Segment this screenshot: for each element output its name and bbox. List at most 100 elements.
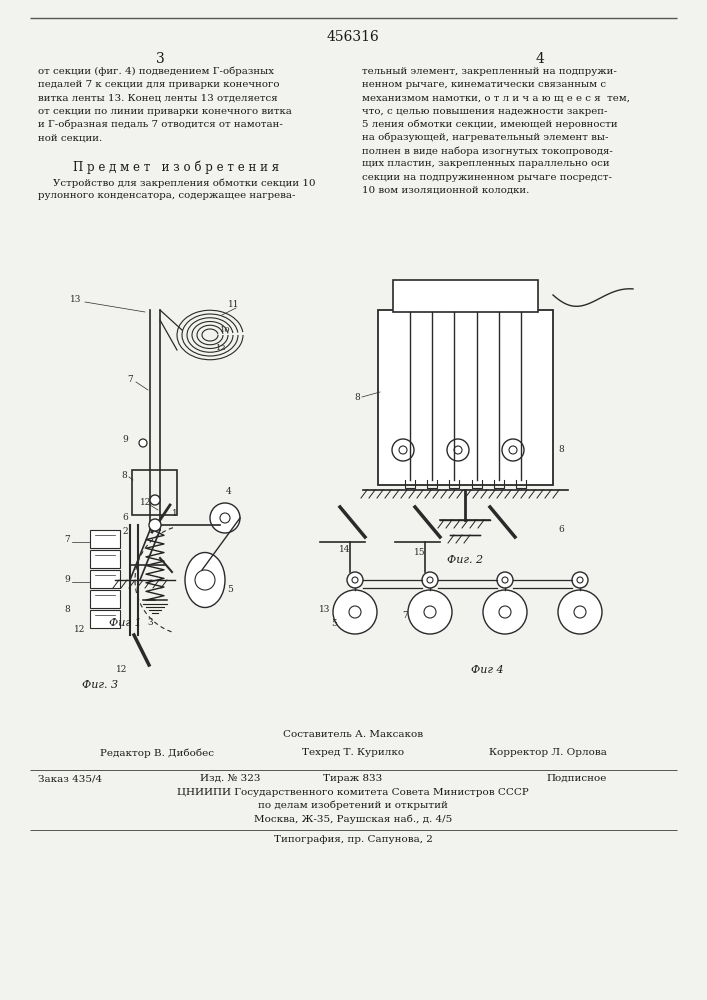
Circle shape bbox=[577, 577, 583, 583]
Text: и Г-образная педаль 7 отводится от намотан-: и Г-образная педаль 7 отводится от намот… bbox=[38, 120, 283, 129]
Circle shape bbox=[352, 577, 358, 583]
Circle shape bbox=[572, 572, 588, 588]
Text: 12: 12 bbox=[117, 665, 128, 674]
Text: 3: 3 bbox=[147, 618, 153, 627]
Circle shape bbox=[139, 439, 147, 447]
Text: Фиг. 2: Фиг. 2 bbox=[447, 555, 483, 565]
Circle shape bbox=[149, 519, 161, 531]
Text: 9: 9 bbox=[64, 576, 70, 584]
Text: щих пластин, закрепленных параллельно оси: щих пластин, закрепленных параллельно ос… bbox=[362, 159, 609, 168]
Text: педалей 7 к секции для приварки конечного: педалей 7 к секции для приварки конечног… bbox=[38, 80, 279, 89]
Text: Техред Т. Курилко: Техред Т. Курилко bbox=[302, 748, 404, 757]
Text: 9: 9 bbox=[122, 436, 128, 444]
Text: Составитель А. Максаков: Составитель А. Максаков bbox=[283, 730, 423, 739]
Text: 7: 7 bbox=[127, 375, 133, 384]
Circle shape bbox=[454, 446, 462, 454]
Text: Устройство для закрепления обмотки секции 10: Устройство для закрепления обмотки секци… bbox=[53, 178, 315, 188]
Text: 2: 2 bbox=[122, 528, 128, 536]
Circle shape bbox=[509, 446, 517, 454]
Text: полнен в виде набора изогнутых токопроводя-: полнен в виде набора изогнутых токопрово… bbox=[362, 146, 613, 156]
Text: 4: 4 bbox=[226, 487, 232, 496]
Text: 12: 12 bbox=[216, 344, 227, 352]
Text: 3: 3 bbox=[156, 52, 164, 66]
Circle shape bbox=[447, 439, 469, 461]
Circle shape bbox=[210, 503, 240, 533]
Text: 6: 6 bbox=[122, 514, 128, 522]
Circle shape bbox=[499, 606, 511, 618]
Circle shape bbox=[150, 495, 160, 505]
Text: Фиг. 3: Фиг. 3 bbox=[82, 680, 118, 690]
Circle shape bbox=[399, 446, 407, 454]
Text: 8: 8 bbox=[64, 605, 70, 614]
Circle shape bbox=[195, 570, 215, 590]
Circle shape bbox=[497, 572, 513, 588]
Text: витка ленты 13. Конец ленты 13 отделяется: витка ленты 13. Конец ленты 13 отделяетс… bbox=[38, 93, 278, 102]
Text: 10: 10 bbox=[220, 326, 230, 334]
Text: 13: 13 bbox=[319, 605, 330, 614]
Bar bbox=[132, 470, 177, 515]
Text: 8: 8 bbox=[121, 471, 127, 480]
Text: 8: 8 bbox=[354, 392, 360, 401]
Text: 12: 12 bbox=[140, 498, 151, 507]
Text: ненном рычаге, кинематически связанным с: ненном рычаге, кинематически связанным с bbox=[362, 80, 606, 89]
Bar bbox=[90, 570, 120, 588]
Text: 13: 13 bbox=[70, 295, 81, 304]
Circle shape bbox=[408, 590, 452, 634]
Text: Заказ 435/4: Заказ 435/4 bbox=[38, 774, 102, 783]
Text: тельный элемент, закрепленный на подпружи-: тельный элемент, закрепленный на подпруж… bbox=[362, 67, 617, 76]
Text: ЦНИИПИ Государственного комитета Совета Министров СССР: ЦНИИПИ Государственного комитета Совета … bbox=[177, 788, 529, 797]
Circle shape bbox=[349, 606, 361, 618]
Circle shape bbox=[574, 606, 586, 618]
Circle shape bbox=[347, 572, 363, 588]
Text: 10 вом изоляционной колодки.: 10 вом изоляционной колодки. bbox=[362, 186, 530, 195]
Text: 8: 8 bbox=[558, 446, 563, 454]
Text: на образующей, нагревательный элемент вы-: на образующей, нагревательный элемент вы… bbox=[362, 133, 609, 142]
Bar bbox=[393, 280, 538, 312]
Text: Тираж 833: Тираж 833 bbox=[323, 774, 382, 783]
Text: ной секции.: ной секции. bbox=[38, 133, 103, 142]
Text: 14: 14 bbox=[339, 545, 351, 554]
Text: секции на подпружиненном рычаге посредст-: секции на подпружиненном рычаге посредст… bbox=[362, 173, 612, 182]
Circle shape bbox=[502, 439, 524, 461]
Text: 1: 1 bbox=[172, 509, 178, 518]
Text: 6: 6 bbox=[558, 526, 563, 534]
Text: рулонного конденсатора, содержащее нагрева-: рулонного конденсатора, содержащее нагре… bbox=[38, 191, 296, 200]
Text: Типография, пр. Сапунова, 2: Типография, пр. Сапунова, 2 bbox=[274, 835, 433, 844]
Circle shape bbox=[333, 590, 377, 634]
Bar bbox=[90, 530, 120, 548]
Text: 7: 7 bbox=[402, 610, 408, 619]
Text: 7: 7 bbox=[64, 536, 70, 544]
Circle shape bbox=[558, 590, 602, 634]
Text: Фиг 4: Фиг 4 bbox=[471, 665, 503, 675]
Text: механизмом намотки, о т л и ч а ю щ е е с я  тем,: механизмом намотки, о т л и ч а ю щ е е … bbox=[362, 93, 630, 102]
Circle shape bbox=[422, 572, 438, 588]
Circle shape bbox=[427, 577, 433, 583]
Bar bbox=[90, 590, 120, 608]
Text: Изд. № 323: Изд. № 323 bbox=[200, 774, 260, 783]
Text: 4: 4 bbox=[536, 52, 544, 66]
Text: Подписное: Подписное bbox=[547, 774, 607, 783]
Text: Корректор Л. Орлова: Корректор Л. Орлова bbox=[489, 748, 607, 757]
Circle shape bbox=[502, 577, 508, 583]
Circle shape bbox=[483, 590, 527, 634]
Text: Москва, Ж-35, Раушская наб., д. 4/5: Москва, Ж-35, Раушская наб., д. 4/5 bbox=[254, 814, 452, 824]
Bar bbox=[378, 310, 553, 485]
Text: 5 ления обмотки секции, имеющей неровности: 5 ления обмотки секции, имеющей неровнос… bbox=[362, 120, 618, 129]
Circle shape bbox=[424, 606, 436, 618]
Text: от секции (фиг. 4) подведением Г-образных: от секции (фиг. 4) подведением Г-образны… bbox=[38, 67, 274, 77]
Circle shape bbox=[220, 513, 230, 523]
Text: 11: 11 bbox=[228, 300, 240, 309]
Bar bbox=[90, 550, 120, 568]
Text: от секции по линии приварки конечного витка: от секции по линии приварки конечного ви… bbox=[38, 107, 292, 116]
Text: 5: 5 bbox=[227, 585, 233, 594]
Text: что, с целью повышения надежности закреп-: что, с целью повышения надежности закреп… bbox=[362, 107, 607, 116]
Text: 12: 12 bbox=[74, 626, 85, 635]
Text: 456316: 456316 bbox=[327, 30, 380, 44]
Text: Фиг 1: Фиг 1 bbox=[109, 618, 141, 628]
Ellipse shape bbox=[185, 552, 225, 607]
Text: Редактор В. Дибобес: Редактор В. Дибобес bbox=[100, 748, 214, 758]
Bar bbox=[90, 610, 120, 628]
Text: по делам изобретений и открытий: по делам изобретений и открытий bbox=[258, 801, 448, 810]
Text: 15: 15 bbox=[414, 548, 426, 557]
Text: 5: 5 bbox=[331, 619, 337, 629]
